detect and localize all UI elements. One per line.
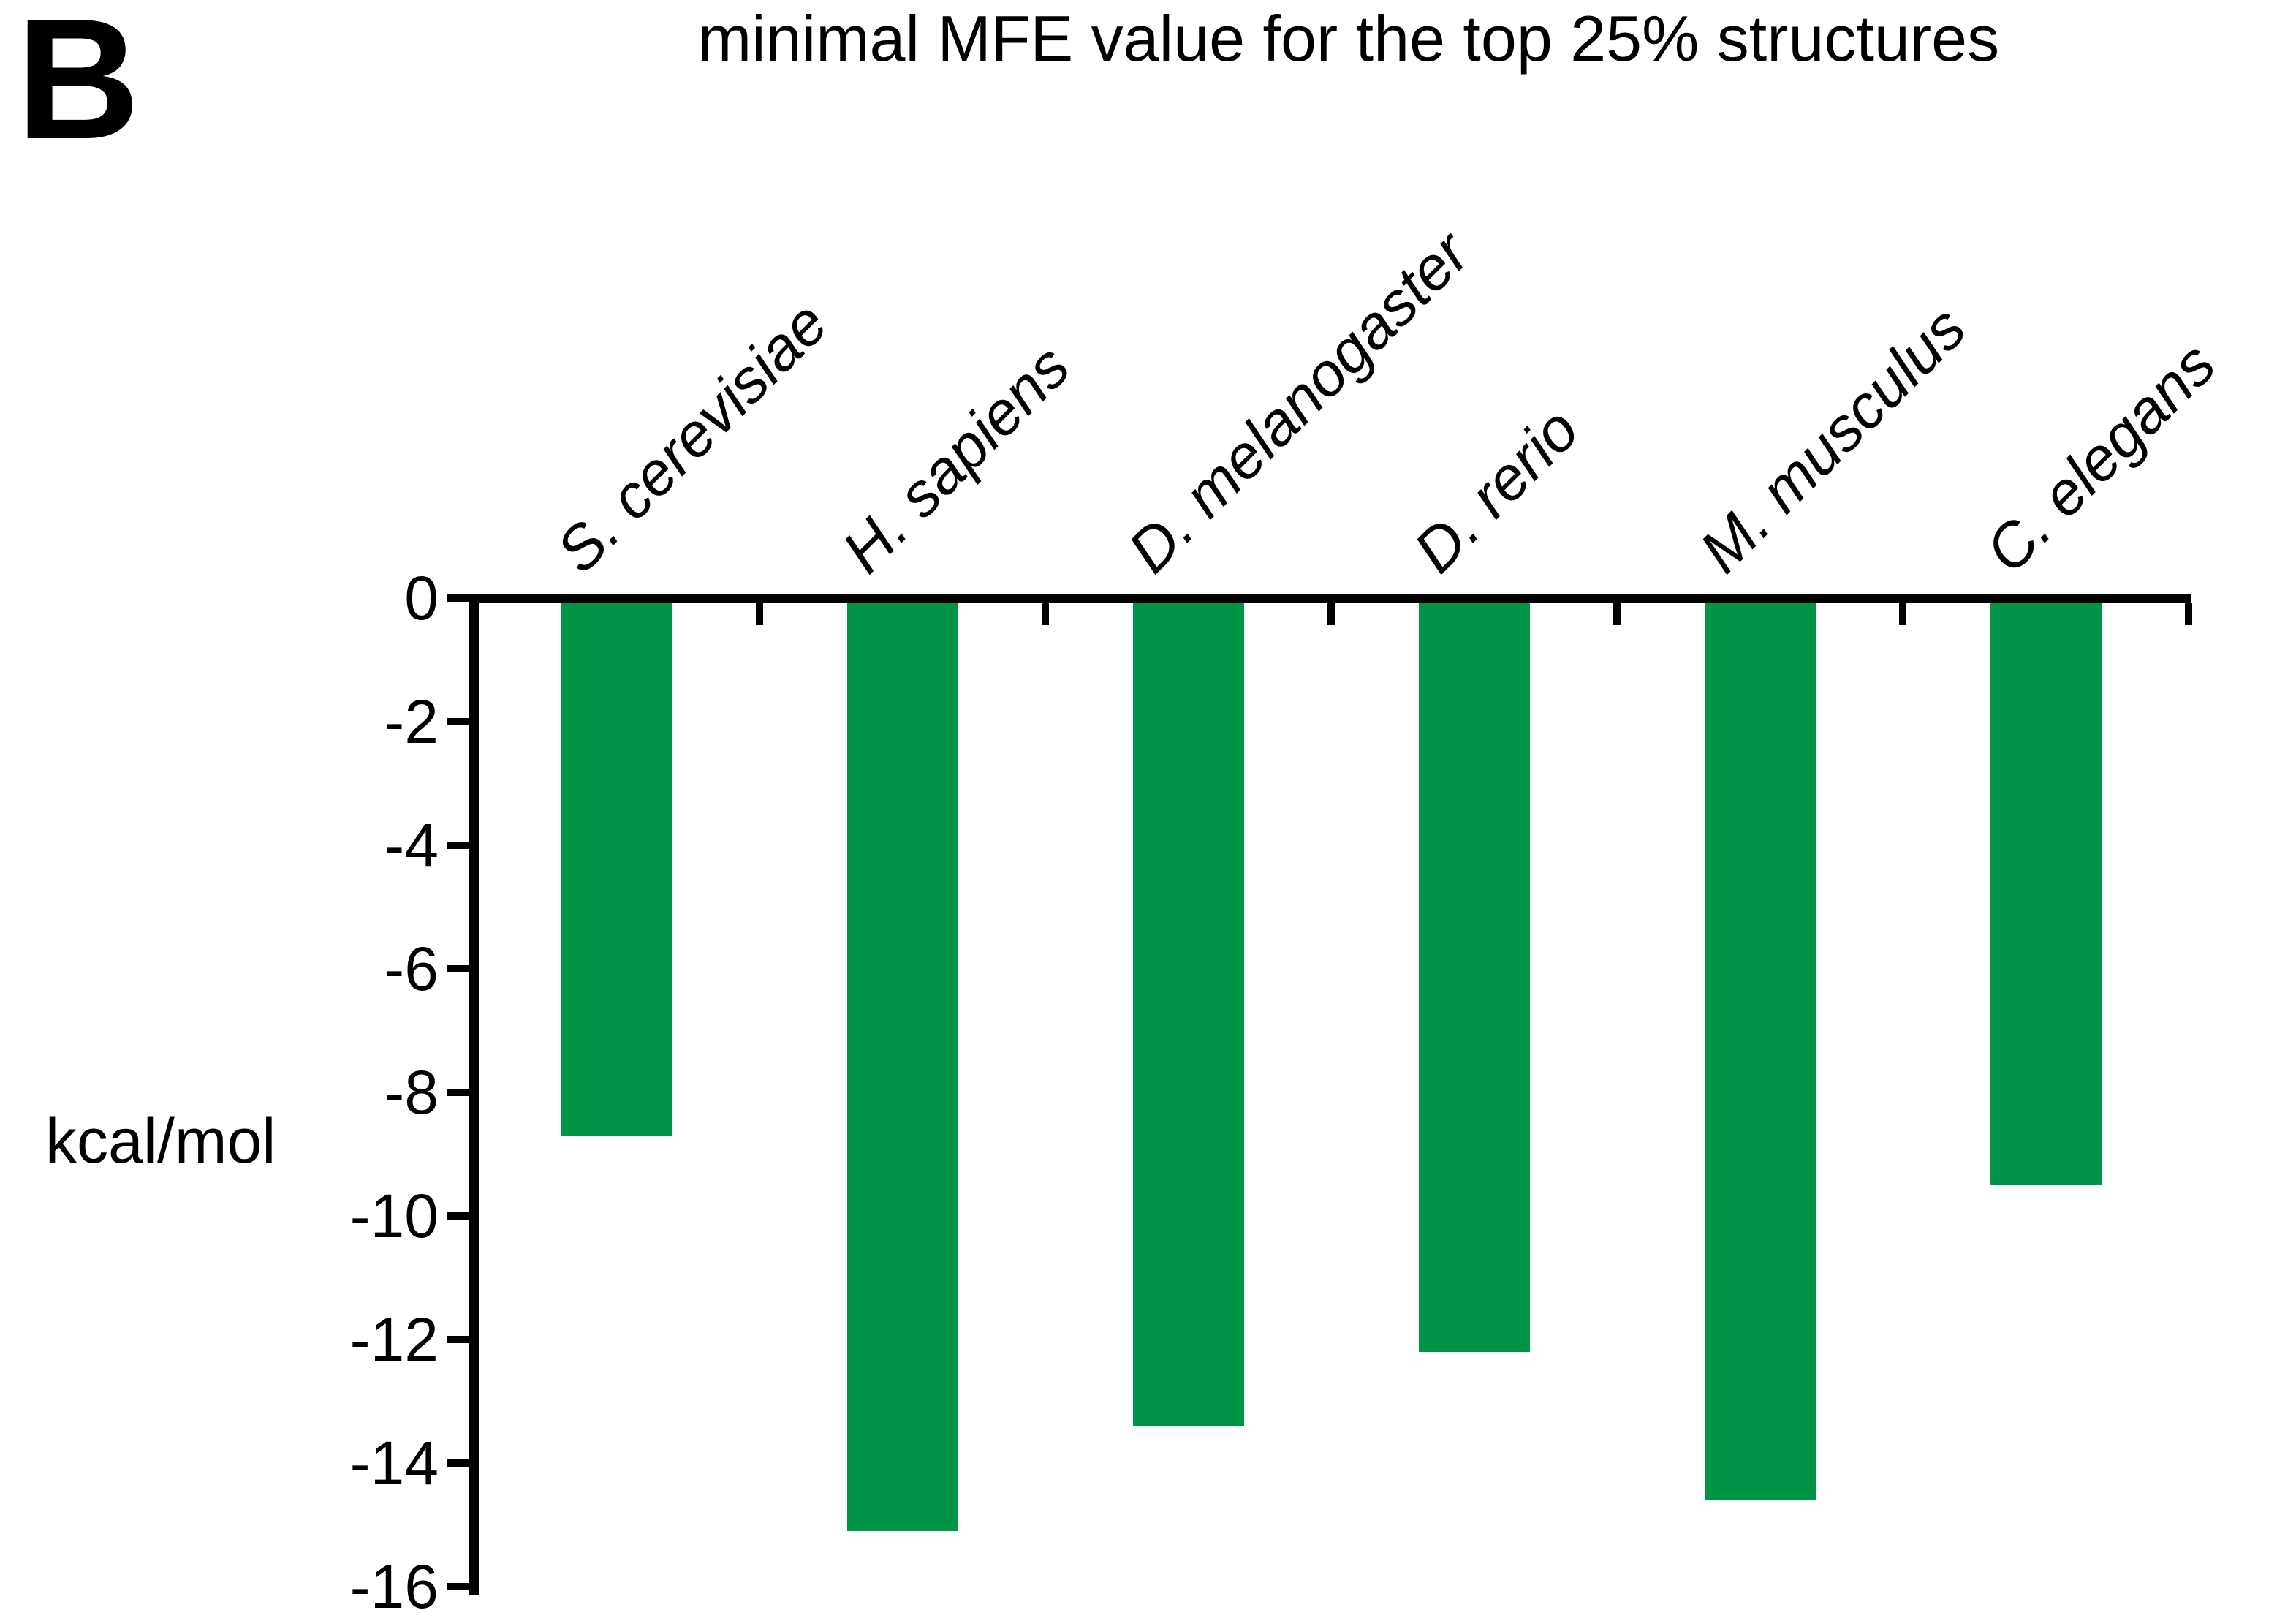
chart-title: minimal MFE value for the top 25% struct… [697,2,2000,75]
y-tick-label: -6 [384,934,439,1003]
category-label: S. cerevisiae [542,287,840,586]
bar [846,602,958,1531]
y-tick [447,594,469,602]
x-tick [1042,602,1049,625]
y-axis-unit-label: kcal/mol [45,1106,276,1176]
y-tick-label: -12 [349,1305,439,1374]
y-tick-label: -16 [349,1552,439,1621]
y-tick-label: -14 [349,1429,439,1497]
y-tick [447,965,469,972]
category-label: M. musculus [1686,292,1979,586]
bar [1418,602,1530,1352]
y-tick-label: -2 [384,687,439,756]
x-tick [1899,602,1906,625]
category-label: D. rerio [1400,394,1591,586]
y-tick [447,1459,469,1467]
y-tick [447,718,469,725]
y-tick [447,1089,469,1096]
category-label: H. sapiens [828,331,1083,586]
y-tick-label: -10 [349,1182,439,1250]
bar [1132,602,1244,1427]
y-tick [447,1583,469,1590]
x-tick [2185,602,2192,625]
y-axis-line [469,594,479,1595]
y-tick [447,842,469,849]
y-tick [447,1336,469,1343]
panel-label: B [16,0,140,175]
bar [561,602,672,1136]
y-tick-label: -4 [384,811,439,880]
x-tick [1327,602,1335,625]
y-tick-label: 0 [404,564,439,632]
y-tick [447,1212,469,1220]
x-axis-line [469,594,2191,603]
category-label: C. elegans [1971,328,2228,586]
bar [1704,602,1816,1500]
x-tick [756,602,763,625]
y-tick-label: -8 [384,1058,439,1127]
x-tick [1613,602,1621,625]
bar [1990,602,2102,1185]
